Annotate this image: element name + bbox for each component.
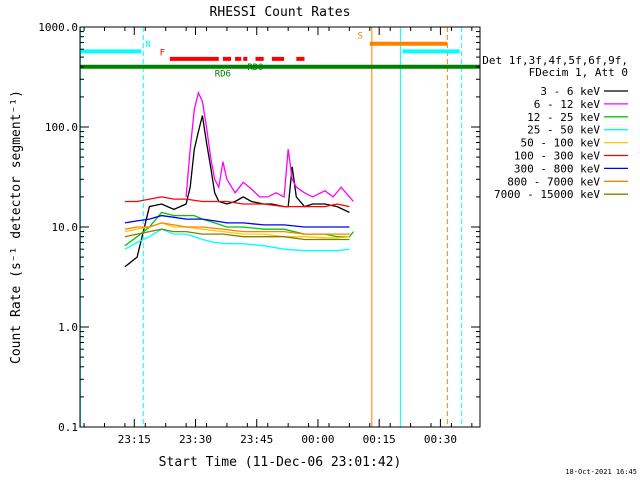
chart-title: RHESSI Count Rates	[210, 5, 351, 20]
timestamp: 18-Oct-2021 16:45	[565, 468, 637, 476]
y-tick-label-2: 10.0	[52, 221, 79, 234]
legend-label-5: 100 - 300 keV	[514, 150, 600, 163]
legend-header-line-2: FDecim 1, Att 0	[529, 66, 628, 79]
state-label-rd6: RD6	[215, 69, 231, 79]
plot-area: NF RD0 RD6 S	[79, 27, 480, 427]
series-line-7	[124, 222, 350, 235]
x-tick-label-5: 00:30	[424, 433, 457, 446]
series-line-1	[185, 90, 354, 202]
y-tick-label-4: 1000.0	[38, 21, 78, 34]
x-tick-label-4: 00:15	[363, 433, 396, 446]
legend-label-2: 12 - 25 keV	[527, 111, 600, 124]
legend-label-4: 50 - 100 keV	[521, 137, 601, 150]
legend-label-3: 25 - 50 keV	[527, 124, 600, 137]
y-axis-label: Count Rate (s⁻¹ detector segment⁻¹)	[9, 90, 24, 364]
y-axis-ticks: 0.1 1.0 10.0 100.0 1000.0	[38, 21, 480, 434]
state-label-s: S	[358, 31, 363, 41]
y-tick-label-0: 0.1	[58, 421, 78, 434]
series-line-6	[124, 214, 350, 228]
series-line-0	[124, 115, 350, 268]
state-label-rd0: RD0	[247, 63, 263, 73]
legend: Det 1f,3f,4f,5f,6f,9f, FDecim 1, Att 0 3…	[482, 54, 628, 201]
x-axis-ticks: 23:15 23:30 23:45 00:00 00:15 00:30	[83, 27, 473, 446]
x-tick-label-1: 23:30	[179, 433, 212, 446]
series-line-3	[124, 228, 350, 252]
y-tick-label-3: 100.0	[45, 121, 78, 134]
x-tick-label-2: 23:45	[240, 433, 273, 446]
x-tick-label-3: 00:00	[301, 433, 334, 446]
state-label-f: F	[160, 48, 165, 58]
state-label-n: N	[145, 40, 150, 50]
series-line-8	[124, 228, 350, 241]
series-line-5	[124, 196, 350, 208]
legend-label-8: 7000 - 15000 keV	[494, 188, 600, 201]
legend-label-6: 300 - 800 keV	[514, 162, 600, 175]
y-tick-label-1: 1.0	[58, 321, 78, 334]
x-tick-label-0: 23:15	[118, 433, 151, 446]
legend-label-0: 3 - 6 keV	[540, 85, 600, 98]
x-axis-label: Start Time (11-Dec-06 23:01:42)	[159, 455, 402, 470]
legend-label-1: 6 - 12 keV	[534, 98, 601, 111]
legend-label-7: 800 - 7000 keV	[507, 175, 600, 188]
legend-header-line-1: Det 1f,3f,4f,5f,6f,9f,	[482, 54, 628, 67]
